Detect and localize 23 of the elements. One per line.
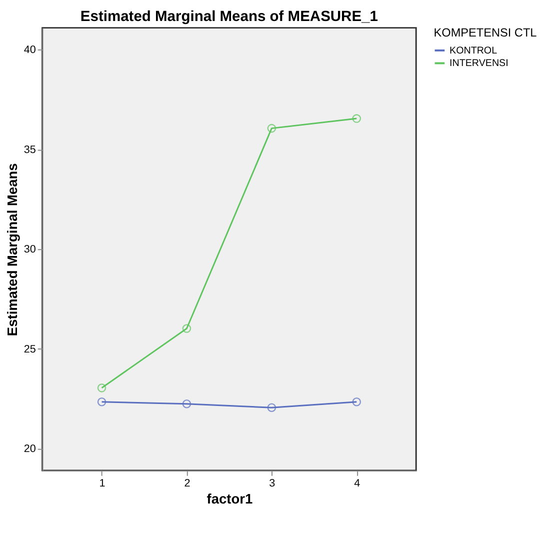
x-tick-label: 3 — [269, 478, 276, 490]
point — [97, 384, 106, 392]
x-tick-label: 4 — [354, 478, 360, 490]
point — [267, 403, 276, 412]
legend-title: KOMPETENSI CTL — [434, 26, 538, 40]
legend-label: INTERVENSI — [450, 58, 508, 70]
y-tick-label: 40 — [24, 44, 36, 56]
y-tick-label: 35 — [24, 144, 36, 156]
x-tick-label: 2 — [184, 478, 190, 490]
legend-label: KONTROL — [450, 45, 498, 56]
y-axis-title: Estimated Marginal Means — [4, 162, 20, 336]
point — [267, 124, 276, 133]
x-tick-label: 1 — [99, 478, 106, 490]
chart-title: Estimated Marginal Means of MEASURE_1 — [80, 8, 378, 25]
y-tick-label: 30 — [24, 244, 36, 256]
y-tick-label: 25 — [24, 343, 36, 356]
point — [182, 324, 192, 333]
y-tick-label: 20 — [24, 442, 36, 455]
x-axis-title: factor1 — [206, 491, 253, 506]
point — [97, 397, 106, 406]
point — [352, 397, 362, 406]
point — [352, 114, 362, 123]
point — [182, 399, 192, 408]
